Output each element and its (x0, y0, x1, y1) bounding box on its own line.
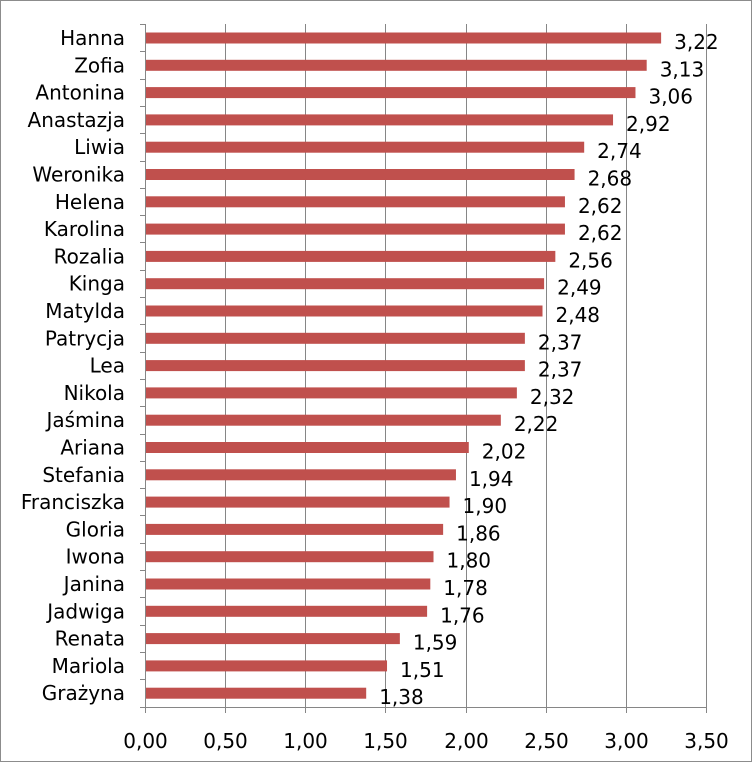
category-label: Janina (62, 572, 125, 596)
category-label: Karolina (44, 217, 125, 241)
x-tick-label: 2,50 (524, 729, 569, 753)
category-label: Helena (55, 190, 125, 214)
data-label: 2,02 (482, 440, 527, 464)
category-label: Stefania (42, 463, 125, 487)
bar (145, 278, 545, 290)
bar (145, 496, 450, 508)
bar (145, 687, 367, 699)
data-label: 2,49 (557, 276, 602, 300)
bar (145, 141, 585, 153)
bar (145, 469, 456, 481)
data-label: 1,51 (400, 658, 445, 682)
category-label: Patrycja (45, 326, 125, 350)
bar (145, 360, 525, 372)
bar (145, 660, 388, 672)
category-label: Renata (55, 627, 125, 651)
bar (145, 223, 565, 235)
data-label: 2,92 (626, 112, 671, 136)
bar (145, 32, 662, 44)
bar (145, 551, 434, 563)
data-label: 1,78 (443, 576, 488, 600)
data-label: 1,90 (463, 494, 508, 518)
category-label: Rozalia (54, 244, 125, 268)
data-label: 1,86 (456, 521, 501, 545)
x-tick-label: 3,00 (604, 729, 649, 753)
x-tick-label: 3,50 (684, 729, 729, 753)
data-label: 1,59 (413, 631, 458, 655)
bar (145, 578, 431, 590)
data-label: 2,48 (556, 303, 601, 327)
bar (145, 114, 614, 126)
data-label: 3,06 (648, 85, 693, 109)
category-label: Iwona (66, 545, 125, 569)
x-tick-label: 1,00 (283, 729, 328, 753)
category-label: Nikola (64, 381, 125, 405)
data-label: 2,22 (514, 412, 559, 436)
x-tick-label: 2,00 (444, 729, 489, 753)
category-label: Franciszka (21, 490, 125, 514)
bar (145, 169, 575, 180)
x-tick-label: 0,50 (203, 729, 248, 753)
category-label: Hanna (60, 26, 125, 50)
data-label: 2,56 (568, 248, 613, 272)
data-label: 1,80 (447, 549, 492, 573)
category-label: Mariola (52, 654, 125, 678)
category-label: Weronika (32, 163, 125, 187)
data-label: 2,32 (530, 385, 575, 409)
category-label: Liwia (74, 135, 125, 159)
data-label: 2,62 (578, 221, 623, 245)
category-label: Zofia (74, 53, 125, 77)
data-label: 2,62 (578, 194, 623, 218)
category-label: Grażyna (42, 681, 125, 705)
bar (145, 605, 428, 617)
bar (145, 633, 400, 645)
data-label: 1,76 (440, 603, 485, 627)
bar (145, 387, 517, 399)
category-label: Ariana (60, 436, 125, 460)
x-tick-label: 1,50 (363, 729, 408, 753)
data-label: 2,68 (588, 167, 633, 191)
category-label: Kinga (69, 272, 125, 296)
category-label: Antonina (35, 81, 125, 105)
category-label: Gloria (66, 517, 125, 541)
data-label: 3,22 (674, 30, 719, 54)
bar (145, 196, 565, 208)
category-label: Jadwiga (45, 599, 125, 623)
category-label: Anastazja (28, 108, 125, 132)
data-label: 2,37 (538, 358, 583, 382)
data-label: 1,94 (469, 467, 514, 491)
category-label: Matylda (45, 299, 125, 323)
data-label: 3,13 (660, 57, 705, 81)
data-label: 1,38 (379, 685, 424, 709)
bar (145, 250, 556, 262)
bar (145, 442, 469, 453)
data-label: 2,37 (538, 330, 583, 354)
bar (145, 87, 636, 99)
bar (145, 523, 444, 535)
data-label: 2,74 (597, 139, 642, 163)
category-label: Jaśmina (44, 408, 125, 432)
bar (145, 332, 525, 344)
bar (145, 414, 501, 426)
bar (145, 59, 647, 71)
category-label: Lea (90, 354, 125, 378)
bar (145, 305, 543, 317)
x-tick-label: 0,00 (123, 729, 168, 753)
